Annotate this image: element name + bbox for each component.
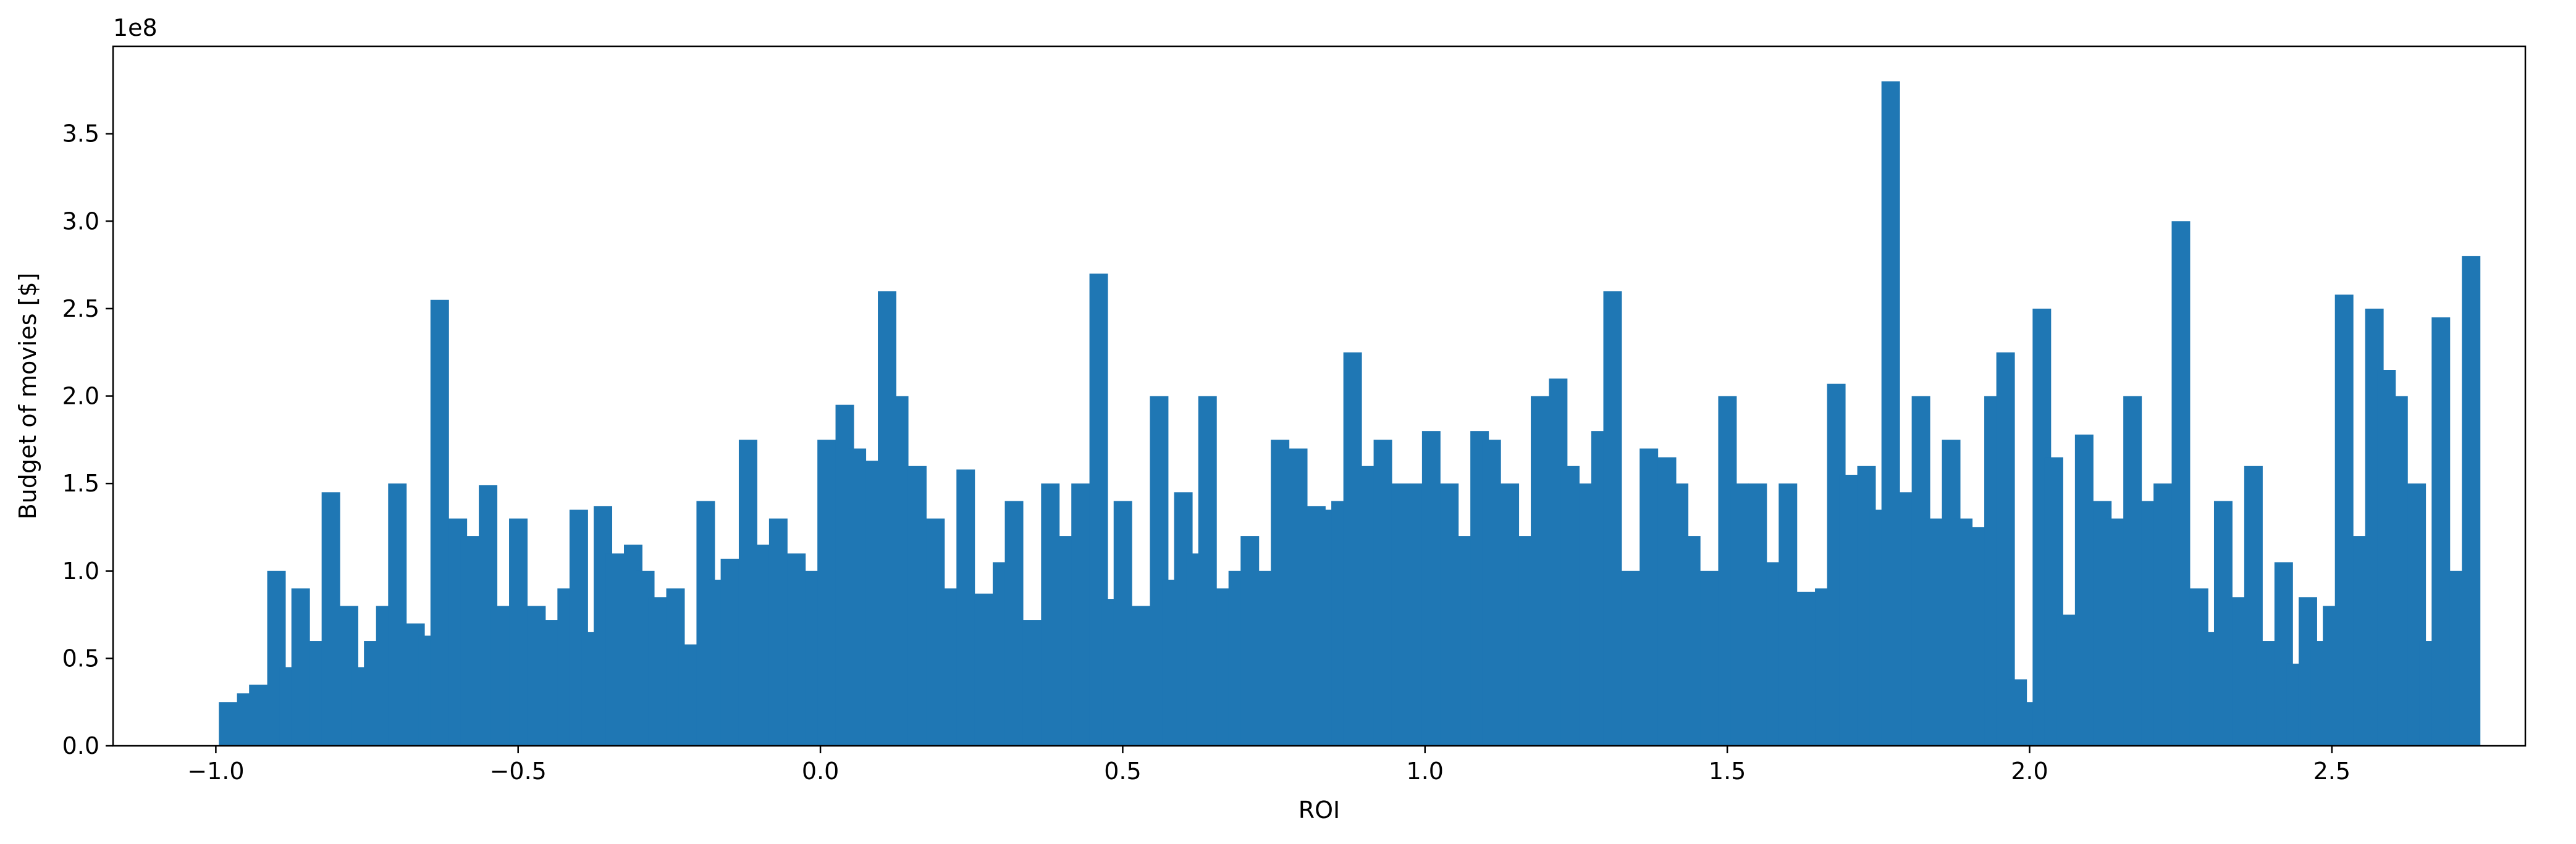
x-axis-label: ROI (1299, 796, 1341, 824)
bar-70 (1240, 536, 1260, 746)
bar-100 (1700, 570, 1719, 746)
y-tick-label: 0.5 (62, 645, 99, 672)
bar-128 (2105, 518, 2124, 746)
x-tick-label: 0.0 (802, 758, 839, 785)
bar-96 (1639, 448, 1659, 746)
plot-frame (112, 45, 2527, 747)
bar-62 (1132, 606, 1151, 746)
bar-118 (1966, 527, 1985, 746)
bar-84 (1452, 536, 1471, 746)
bar-27 (605, 553, 625, 746)
bar-135 (2213, 501, 2233, 746)
bar-102 (1730, 483, 1749, 746)
bar-41 (817, 440, 836, 746)
bar-86 (1482, 440, 1501, 746)
y-tick-label: 1.0 (62, 558, 99, 585)
bar-61 (1113, 501, 1132, 746)
bar-91 (1560, 466, 1580, 746)
y-tick-label: 2.5 (62, 295, 99, 322)
bar-138 (2256, 641, 2275, 746)
bar-32 (678, 644, 697, 746)
y-tick-label: 3.0 (62, 207, 99, 235)
bar-89 (1531, 396, 1549, 746)
bar-73 (1289, 448, 1308, 746)
bar-99 (1682, 536, 1701, 746)
bar-144 (2334, 295, 2354, 746)
bar-35 (720, 558, 739, 746)
y-axis-offset-label: 1e8 (113, 14, 158, 41)
x-tick-label: −1.0 (187, 758, 244, 785)
bar-52 (974, 593, 993, 746)
bar-12 (388, 483, 407, 746)
bar-0 (219, 702, 238, 746)
bar-19 (490, 606, 510, 746)
bar-37 (751, 545, 770, 746)
bar-103 (1748, 483, 1767, 746)
y-tick-label: 1.5 (62, 470, 99, 497)
bar-112 (1881, 81, 1900, 746)
bar-5 (291, 588, 310, 746)
x-tick-label: 0.5 (1104, 758, 1141, 785)
bar-58 (1071, 483, 1090, 746)
bar-132 (2171, 221, 2191, 746)
bar-48 (907, 466, 927, 746)
bar-148 (2389, 396, 2408, 746)
bar-77 (1343, 352, 1362, 746)
bar-95 (1621, 570, 1640, 746)
bar-131 (2153, 483, 2173, 746)
y-tick-label: 3.5 (62, 120, 99, 148)
x-tick-label: −0.5 (490, 758, 547, 785)
bar-30 (648, 597, 667, 746)
bar-105 (1778, 483, 1798, 746)
y-tick-label: 2.0 (62, 383, 99, 410)
bar-38 (768, 518, 788, 746)
bar-7 (321, 492, 340, 746)
bar-17 (460, 536, 479, 746)
bar-54 (1004, 501, 1024, 746)
bar-51 (956, 469, 975, 746)
bar-82 (1421, 431, 1441, 746)
bar-55 (1022, 620, 1042, 746)
bar-129 (2123, 396, 2142, 746)
bar-151 (2431, 317, 2451, 746)
y-axis-label: Budget of movies [$] (14, 273, 41, 520)
bar-153 (2462, 256, 2481, 746)
bar-67 (1198, 396, 1217, 746)
bar-109 (1839, 474, 1858, 746)
bar-2 (249, 684, 268, 746)
bar-126 (2074, 434, 2094, 746)
x-tick-label: 2.5 (2313, 758, 2351, 785)
bar-56 (1041, 483, 1060, 746)
bar-106 (1796, 591, 1816, 746)
bar-39 (787, 553, 806, 746)
bar-72 (1271, 440, 1290, 746)
bar-115 (1924, 518, 1943, 746)
y-tick-label: 0.0 (62, 732, 99, 759)
bars-layer (219, 81, 2481, 746)
bar-94 (1603, 291, 1622, 746)
x-ticks: −1.0 −0.5 0.0 0.5 1.0 1.5 2.0 2.5 (187, 746, 2351, 785)
bar-43 (848, 448, 867, 746)
x-tick-label: 1.5 (1709, 758, 1746, 785)
bar-49 (926, 518, 945, 746)
bar-15 (430, 299, 449, 746)
bar-125 (2056, 614, 2076, 746)
bar-20 (509, 518, 528, 746)
x-tick-label: 1.0 (1407, 758, 1444, 785)
y-ticks: 0.0 0.5 1.0 1.5 2.0 2.5 3.0 3.5 (62, 120, 113, 759)
bar-79 (1373, 440, 1392, 746)
bar-87 (1501, 483, 1520, 746)
bar-22 (539, 620, 558, 746)
bar-80 (1391, 483, 1410, 746)
x-tick-label: 2.0 (2011, 758, 2048, 785)
